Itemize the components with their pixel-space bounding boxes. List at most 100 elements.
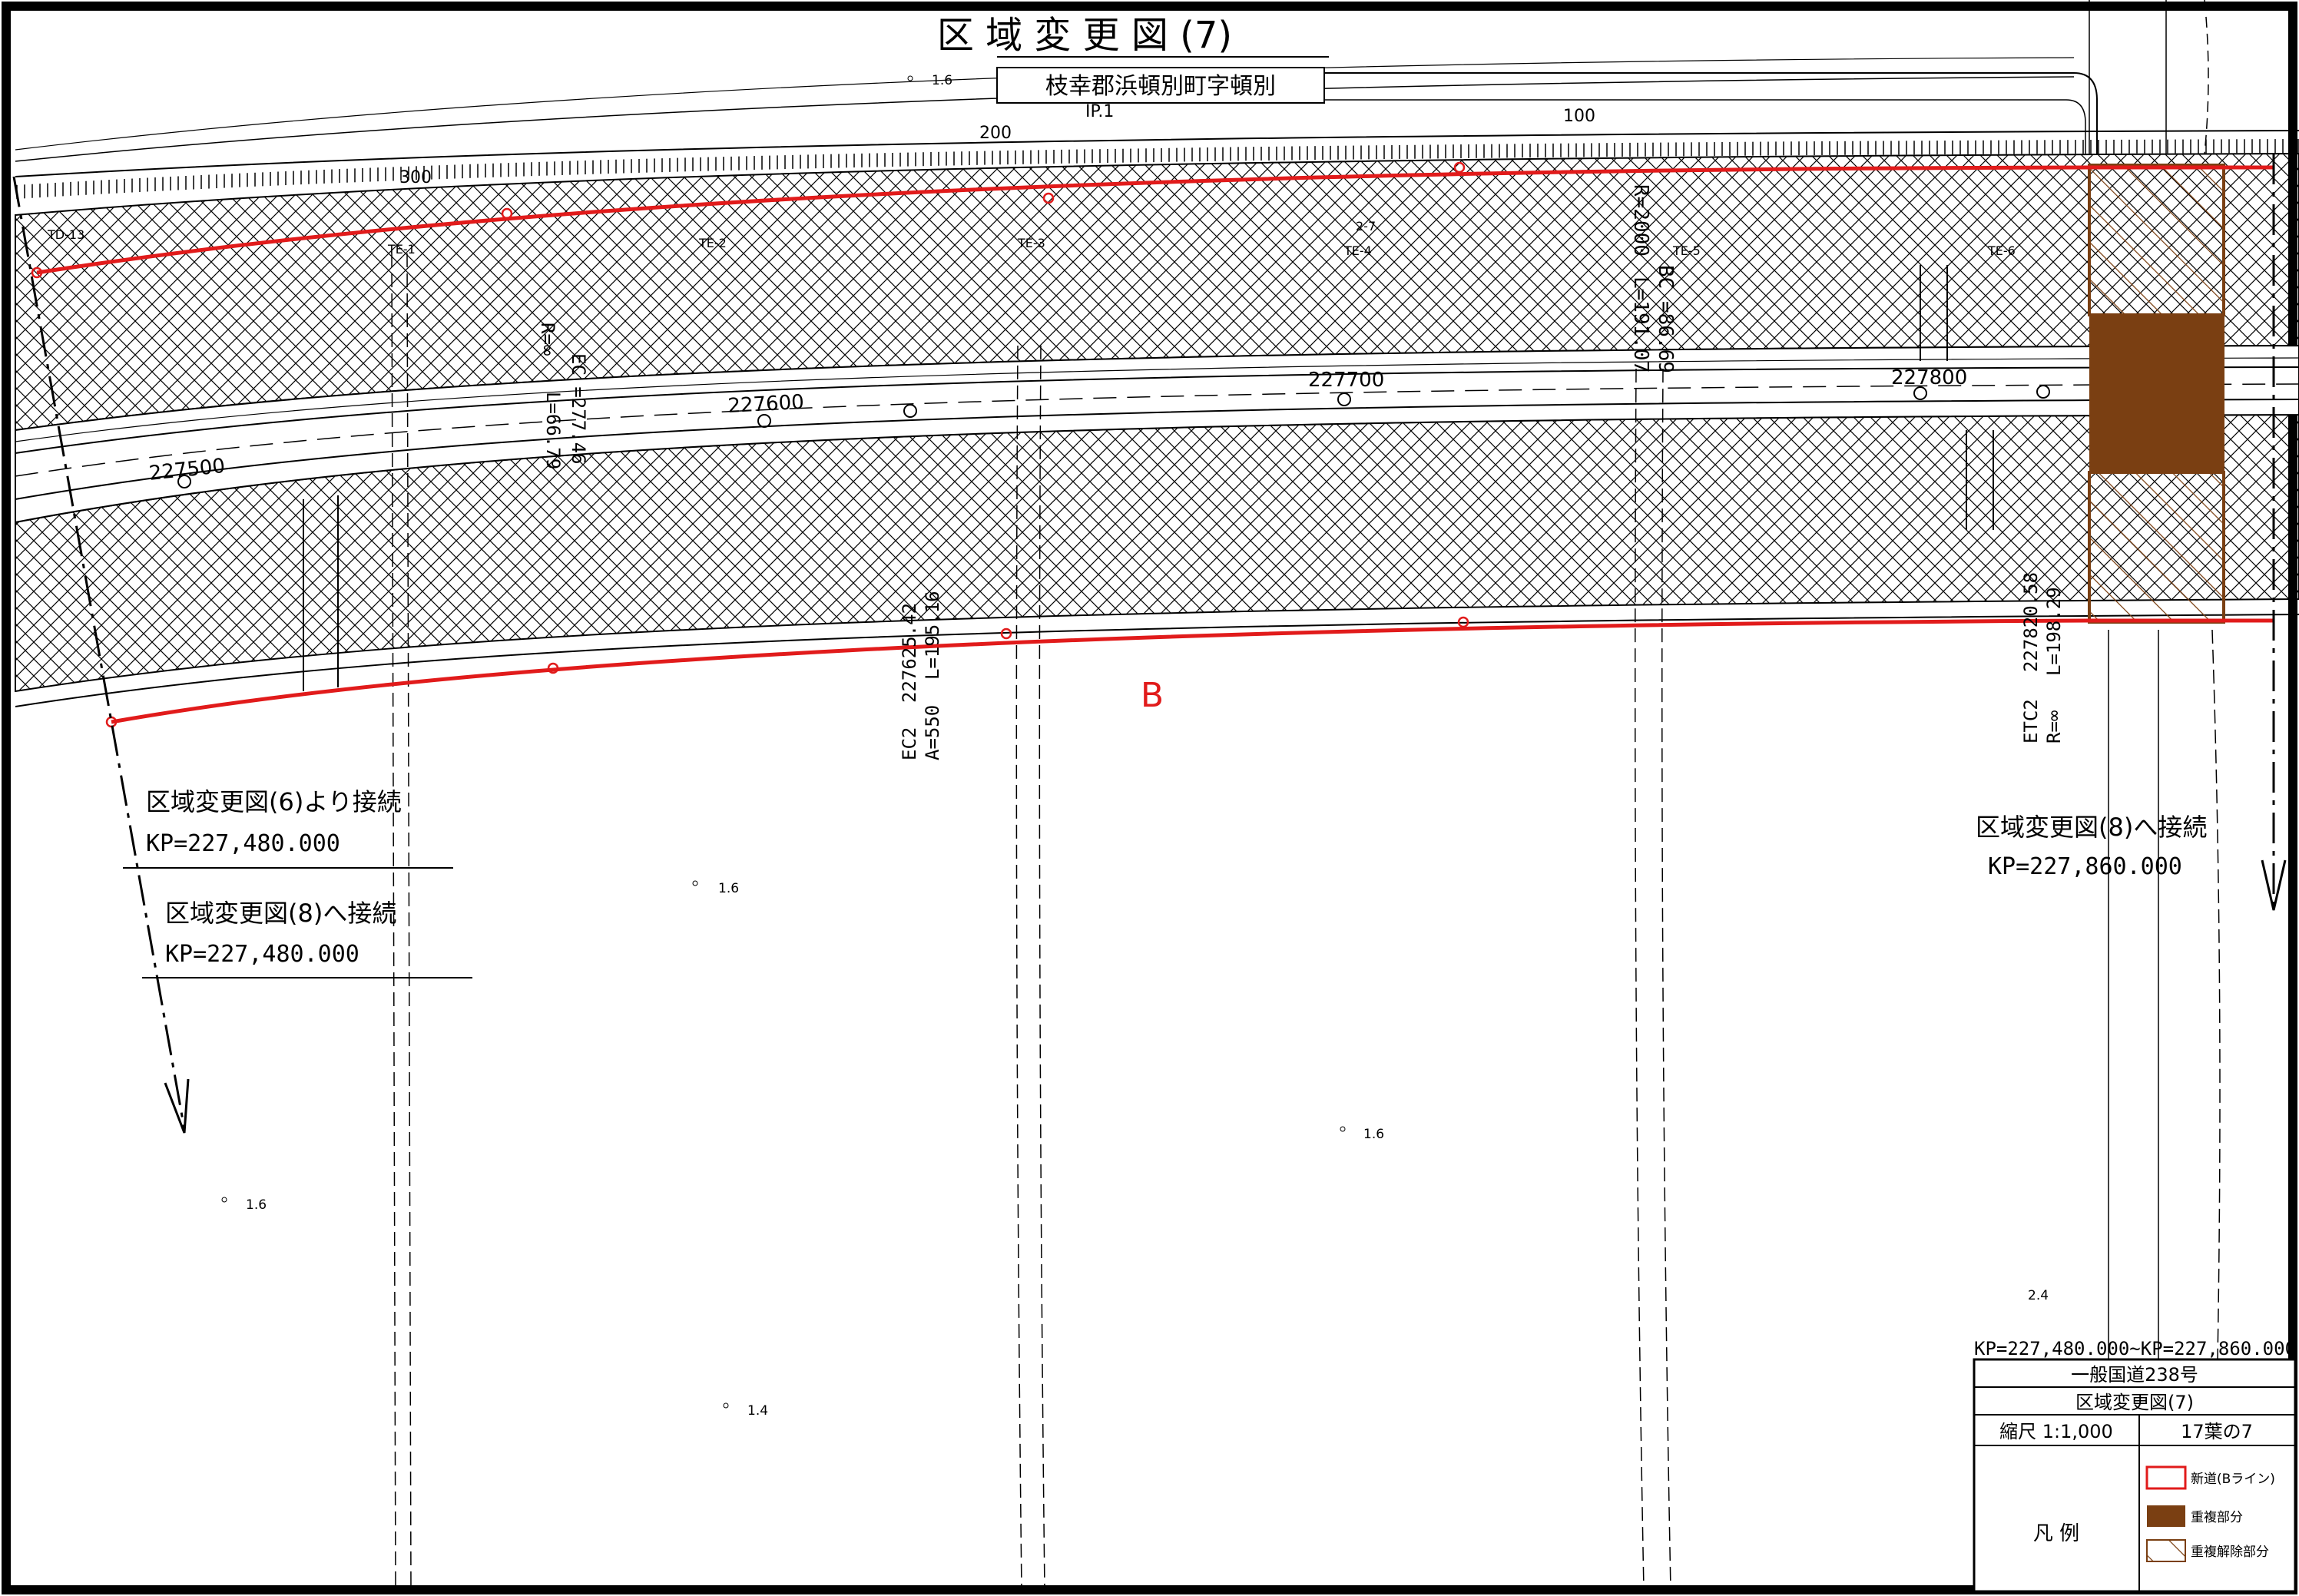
drain-line [1661,368,1671,1591]
curve-label: A=550 [922,705,943,760]
curve-label: L=66.79 [542,392,564,469]
station-marker [1337,392,1351,406]
scale: 縮尺 1:1,000 [1999,1421,2113,1442]
station-marker [903,404,917,418]
te-label: 2-7 [1356,219,1376,233]
curve-label: L=191.07 [1629,276,1652,373]
curve-label: ETC2 [2020,699,2042,743]
new-road-upper-boundary [36,165,2274,275]
road-edge [15,614,2299,707]
curve-label: R=∞ [537,323,558,356]
te-label: TE-1 [387,242,416,257]
curve-annotations: R=∞ EC =277.46 L=66.79 R=2000 BC =86.69 … [537,184,2065,760]
te-label: TE-2 [698,236,727,250]
station-label: 200 [979,124,1012,143]
sheet-title: 区域変更図(7) [2075,1392,2194,1413]
location-label: 枝幸郡浜頓別町字頓別 [1045,73,1276,100]
route-line [12,176,186,1130]
te-label: TE-3 [1017,236,1045,250]
station-marker [177,475,191,488]
elevation-label: 1.6 [718,881,739,896]
tick-strip [15,139,2299,199]
route-letter: B [1141,676,1164,715]
drawing-title: 区 域 変 更 図 (7) [937,14,1232,57]
existing-road-line [15,76,2075,162]
connection-kp: KP=227,480.000 [165,941,359,968]
existing-road-corner [1306,99,2086,154]
legend-label: 重複部分 [2191,1510,2243,1525]
road-name: 一般国道238号 [2071,1364,2198,1386]
connection-note: 区域変更図(8)へ接続 [165,899,396,928]
curve-label: BC =86.69 [1654,265,1677,373]
curve-label: L=195.16 [922,591,943,680]
station-marker [757,414,771,428]
elevation-point [723,1402,729,1409]
elevation-point [907,75,913,81]
connection-notes-left: 区域変更図(6)より接続 KP=227,480.000 区域変更図(8)へ接続 … [123,787,472,978]
te-label: TE-4 [1343,243,1372,258]
sheet-number: 17葉の7 [2181,1421,2253,1442]
drain-line [391,253,396,1591]
location-box [996,67,1325,104]
boundary-marker [31,267,43,279]
route-arrow-icon [164,1078,190,1134]
drain-line [1015,345,1022,1591]
culverts [303,265,1994,691]
road-edge [15,130,2299,177]
drain-line [1039,345,1045,1591]
overlap-zones [2088,164,2225,624]
boundary-marker [547,662,559,674]
elevation-point [221,1197,227,1203]
legend-overlap-swatch [2147,1505,2185,1527]
overlap-release-zone-bottom [2088,471,2225,624]
connection-kp: KP=227,480.000 [146,830,340,857]
route-arrow-icon [2261,859,2287,911]
lane-line [15,366,2299,454]
route-line-left [12,176,190,1134]
elevation-label: 1.6 [932,73,952,88]
carriageway [15,344,2299,524]
culvert [1966,430,1994,530]
lane-line [15,399,2299,500]
route-line-right [2261,154,2287,911]
connection-kp: KP=227,860.000 [1988,853,2182,880]
elevation-label: 2.4 [2028,1288,2049,1303]
overlap-zone [2089,313,2224,474]
station-label: 227600 [727,391,805,418]
curve-label: 227820.58 [2020,572,2042,672]
curve-label: 227625.42 [899,603,920,703]
drain-line [406,253,412,1591]
tick-strip [15,357,2299,442]
curve-label: L=198.29 [2043,587,2065,676]
station-label: 100 [1563,107,1595,126]
te-label: TE-5 [1672,243,1701,258]
road-corridor [15,57,2299,707]
connection-note: 区域変更図(6)より接続 [146,787,402,816]
culvert [1920,265,1948,361]
te-label: TE-6 [1987,243,2016,258]
station-label: 227700 [1308,369,1384,392]
elevation-label: 1.4 [747,1403,768,1419]
existing-road-corner [1306,72,2098,154]
ip-label: IP.1 [1085,102,1114,121]
station-marker [1913,386,1927,400]
existing-road-line [15,57,2075,151]
new-road-boundary [36,165,2274,724]
elevation-label: 1.6 [246,1197,267,1213]
boundary-marker [501,207,513,220]
connection-notes-right: 区域変更図(8)へ接続 KP=227,860.000 [1976,813,2207,880]
curve-label: EC =277.46 [568,353,589,465]
station-markers [177,385,2050,488]
curve-label: R=2000 [1629,184,1652,257]
station-marker [2036,385,2050,399]
elevation-marks: 1.6 1.6 1.6 1.6 1.4 2.4 [221,73,2049,1419]
drain-line [2204,0,2209,154]
kp-range: KP=227,480.000~KP=227,860.000 [1974,1338,2296,1359]
elevation-point [1340,1126,1346,1132]
legend-heading: 凡 例 [2033,1522,2079,1545]
new-road-lower-boundary [111,618,2274,724]
station-label: 227800 [1891,366,1967,389]
overlap-release-zone-top [2088,164,2225,316]
boundary-marker [1453,161,1466,174]
